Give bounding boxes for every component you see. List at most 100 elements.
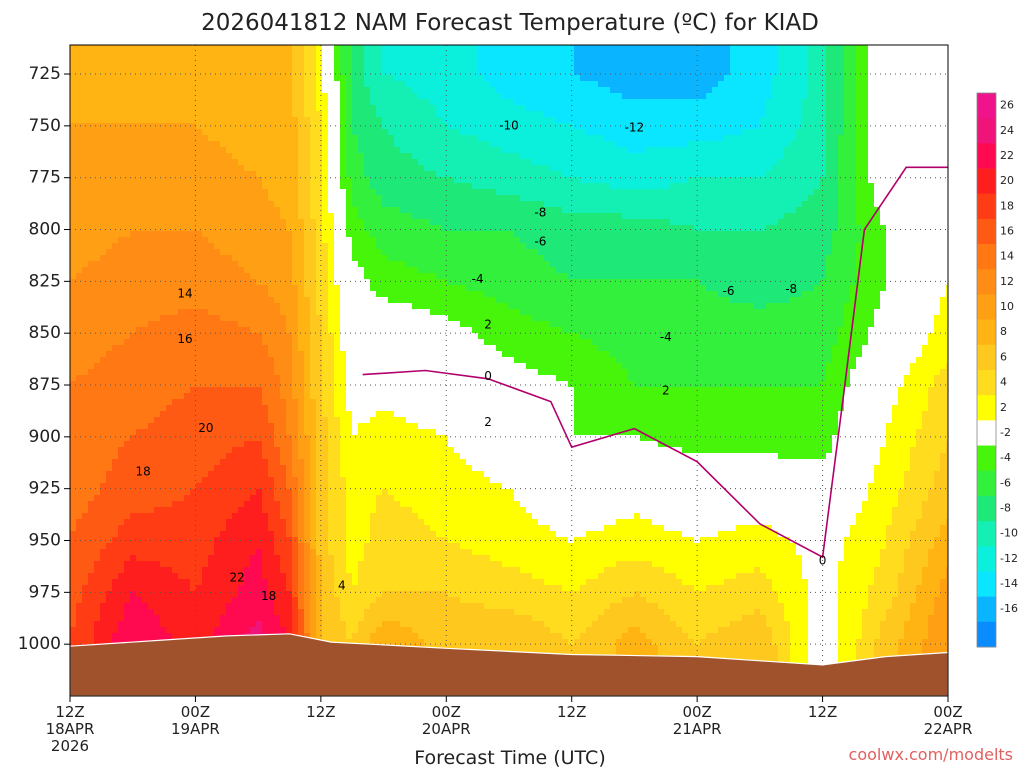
- field-cell: [304, 141, 311, 148]
- field-cell: [88, 141, 95, 148]
- field-cell: [310, 273, 317, 280]
- field-cell: [124, 525, 131, 532]
- field-cell: [136, 69, 143, 76]
- field-cell: [136, 393, 143, 400]
- field-cell: [166, 321, 173, 328]
- field-cell: [298, 411, 305, 418]
- field-cell: [256, 585, 263, 592]
- field-cell: [82, 621, 89, 628]
- field-cell: [340, 159, 347, 166]
- field-cell: [232, 423, 239, 430]
- field-cell: [310, 117, 317, 124]
- field-cell: [202, 357, 209, 364]
- field-cell: [328, 93, 335, 100]
- field-cell: [280, 579, 287, 586]
- field-cell: [316, 393, 323, 400]
- field-cell: [88, 357, 95, 364]
- field-cell: [262, 147, 269, 154]
- field-cell: [286, 75, 293, 82]
- field-cell: [88, 615, 95, 622]
- field-cell: [208, 333, 215, 340]
- field-cell: [148, 513, 155, 520]
- field-cell: [130, 309, 137, 316]
- field-cell: [190, 159, 197, 166]
- field-cell: [316, 291, 323, 298]
- field-cell: [202, 195, 209, 202]
- field-cell: [202, 405, 209, 412]
- field-cell: [106, 585, 113, 592]
- field-cell: [88, 561, 95, 568]
- field-cell: [112, 267, 119, 274]
- field-cell: [310, 105, 317, 112]
- field-cell: [118, 69, 125, 76]
- field-cell: [244, 111, 251, 118]
- field-cell: [262, 447, 269, 454]
- field-cell: [232, 327, 239, 334]
- field-cell: [280, 441, 287, 448]
- field-cell: [214, 207, 221, 214]
- field-cell: [100, 471, 107, 478]
- field-cell: [178, 297, 185, 304]
- field-cell: [244, 591, 251, 598]
- field-cell: [250, 243, 257, 250]
- field-cell: [172, 633, 179, 640]
- field-cell: [100, 531, 107, 538]
- field-cell: [148, 111, 155, 118]
- field-cell: [334, 315, 341, 322]
- field-cell: [268, 285, 275, 292]
- field-cell: [298, 165, 305, 172]
- field-cell: [274, 453, 281, 460]
- field-cell: [112, 297, 119, 304]
- field-cell: [94, 345, 101, 352]
- field-cell: [334, 213, 341, 220]
- field-cell: [328, 345, 335, 352]
- field-cell: [178, 405, 185, 412]
- field-cell: [130, 459, 137, 466]
- field-cell: [250, 477, 257, 484]
- field-cell: [106, 63, 113, 70]
- field-cell: [262, 519, 269, 526]
- field-cell: [100, 381, 107, 388]
- field-cell: [304, 483, 311, 490]
- field-cell: [244, 261, 251, 268]
- field-cell: [250, 453, 257, 460]
- field-cell: [76, 303, 83, 310]
- field-cell: [244, 231, 251, 238]
- field-cell: [298, 207, 305, 214]
- field-cell: [178, 501, 185, 508]
- field-cell: [148, 315, 155, 322]
- field-cell: [100, 591, 107, 598]
- field-cell: [292, 195, 299, 202]
- field-cell: [244, 627, 251, 634]
- field-cell: [148, 63, 155, 70]
- field-cell: [220, 543, 227, 550]
- field-cell: [148, 213, 155, 220]
- field-cell: [244, 141, 251, 148]
- field-cell: [70, 213, 77, 220]
- field-cell: [244, 405, 251, 412]
- field-cell: [106, 351, 113, 358]
- field-cell: [268, 207, 275, 214]
- field-cell: [316, 57, 323, 64]
- field-cell: [328, 423, 335, 430]
- field-cell: [226, 369, 233, 376]
- field-cell: [196, 87, 203, 94]
- field-cell: [178, 141, 185, 148]
- field-cell: [220, 429, 227, 436]
- field-cell: [226, 261, 233, 268]
- field-cell: [340, 567, 347, 574]
- field-cell: [286, 453, 293, 460]
- field-cell: [190, 483, 197, 490]
- field-cell: [274, 507, 281, 514]
- field-cell: [262, 237, 269, 244]
- field-cell: [268, 225, 275, 232]
- field-cell: [262, 219, 269, 226]
- field-cell: [304, 297, 311, 304]
- field-cell: [100, 69, 107, 76]
- field-cell: [226, 117, 233, 124]
- field-cell: [274, 285, 281, 292]
- field-cell: [70, 591, 77, 598]
- field-cell: [136, 321, 143, 328]
- field-cell: [82, 51, 89, 58]
- field-cell: [292, 369, 299, 376]
